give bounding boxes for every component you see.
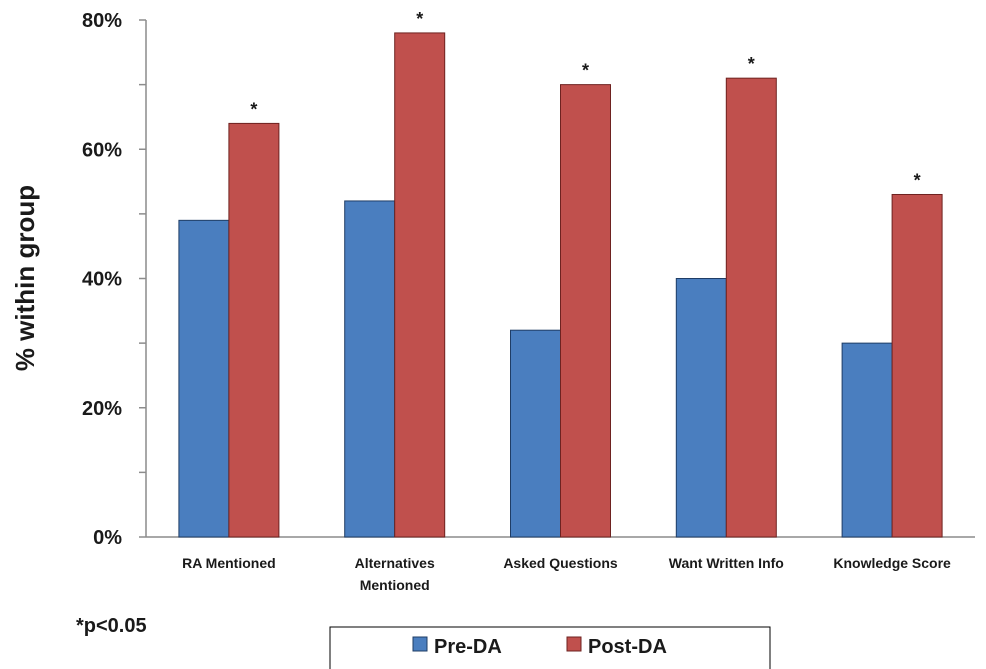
legend-label-post-da: Post-DA: [588, 636, 667, 658]
bar-post-da-0: [228, 122, 280, 538]
y-tick-label: 40%: [82, 269, 122, 291]
bar-pre-da-2: [510, 329, 561, 538]
y-tick-label: 60%: [82, 139, 122, 161]
y-tick-label: 20%: [82, 398, 122, 420]
legend-swatch-pre-da: [412, 636, 428, 652]
x-tick-label: Want Written Info: [669, 555, 784, 571]
y-axis-label: % within group: [10, 185, 40, 371]
bar-pre-da-1: [344, 200, 396, 538]
x-tick-label: Alternatives Mentioned: [355, 555, 435, 593]
bar-pre-da-3: [675, 278, 727, 538]
legend: Pre-DA Post-DA: [329, 626, 771, 669]
y-tick-label: 0%: [93, 527, 122, 549]
y-ticks: 0% 20% 40% 60% 80%: [82, 10, 146, 549]
legend-swatch-post-da: [566, 636, 582, 652]
significance-star: *: [416, 9, 423, 29]
footnote: *p<0.05: [76, 615, 147, 637]
x-tick-label-line: Alternatives: [355, 555, 435, 571]
x-tick-label: Knowledge Score: [833, 555, 951, 571]
significance-star: *: [582, 61, 589, 81]
x-tick-label-line: RA Mentioned: [182, 555, 276, 571]
x-tick-labels: RA Mentioned Alternatives Mentioned Asked Q…: [182, 555, 951, 593]
x-tick-label-line: Mentioned: [360, 577, 430, 593]
x-tick-label: Asked Questions: [503, 555, 618, 571]
bar-pre-da-0: [178, 219, 230, 538]
legend-label-pre-da: Pre-DA: [434, 636, 502, 658]
x-tick-label-line: Asked Questions: [503, 555, 618, 571]
significance-star: *: [250, 99, 257, 119]
bar-post-da-2: [560, 84, 611, 538]
bar-post-da-4: [891, 193, 943, 538]
x-tick-label-line: Want Written Info: [669, 555, 784, 571]
x-tick-label: RA Mentioned: [182, 555, 276, 571]
significance-star: *: [914, 170, 921, 190]
bar-pre-da-4: [841, 342, 893, 538]
x-tick-label-line: Knowledge Score: [833, 555, 951, 571]
bar-post-da-3: [725, 77, 777, 538]
significance-star: *: [748, 54, 755, 74]
bars: [178, 32, 943, 538]
significance-marks: * * * * *: [250, 9, 920, 191]
bar-post-da-1: [394, 32, 446, 538]
legend-box: [329, 626, 771, 669]
y-axis-title: % within group: [10, 185, 40, 371]
y-tick-label: 80%: [82, 10, 122, 32]
